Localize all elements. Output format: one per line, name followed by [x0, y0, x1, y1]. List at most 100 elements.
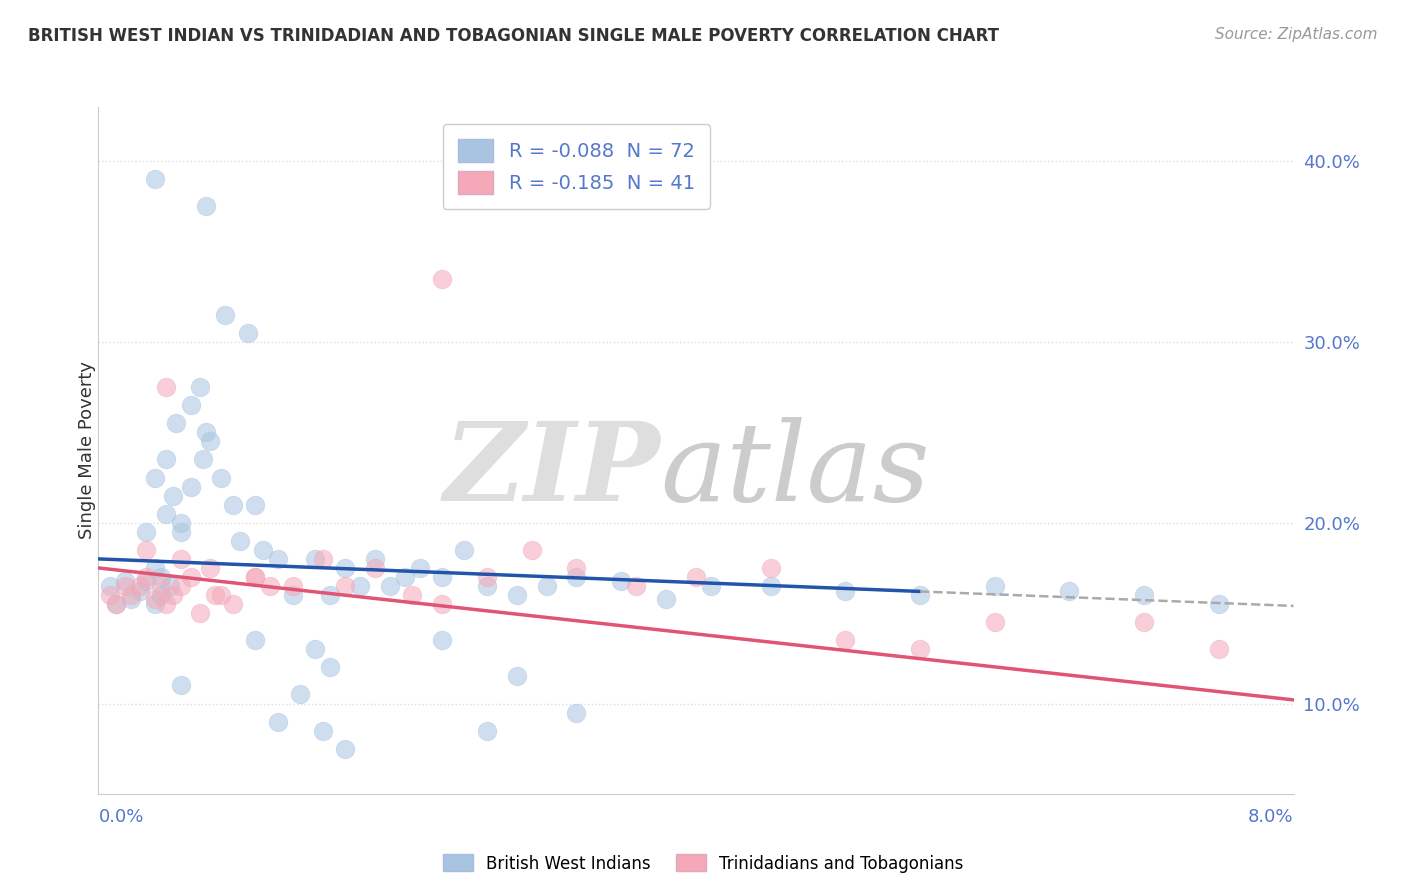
- Point: [333, 579, 356, 593]
- Point: [143, 597, 166, 611]
- Legend: R = -0.088  N = 72, R = -0.185  N = 41: R = -0.088 N = 72, R = -0.185 N = 41: [443, 124, 710, 210]
- Point: [984, 579, 1007, 593]
- Point: [135, 542, 157, 557]
- Point: [565, 561, 588, 575]
- Point: [378, 579, 401, 593]
- Point: [214, 308, 236, 322]
- Point: [475, 570, 498, 584]
- Point: [1133, 615, 1156, 630]
- Point: [155, 507, 177, 521]
- Point: [162, 489, 184, 503]
- Point: [155, 452, 177, 467]
- Point: [475, 723, 498, 738]
- Point: [364, 561, 387, 575]
- Point: [401, 588, 423, 602]
- Point: [155, 597, 177, 611]
- Point: [430, 271, 453, 285]
- Point: [155, 380, 177, 394]
- Point: [222, 498, 245, 512]
- Point: [195, 199, 218, 213]
- Text: atlas: atlas: [661, 417, 929, 524]
- Point: [135, 570, 157, 584]
- Point: [98, 579, 122, 593]
- Point: [150, 579, 173, 593]
- Point: [245, 570, 267, 584]
- Point: [288, 688, 311, 702]
- Point: [222, 597, 245, 611]
- Point: [281, 579, 304, 593]
- Point: [1059, 584, 1081, 599]
- Point: [162, 588, 184, 602]
- Point: [565, 570, 588, 584]
- Point: [430, 633, 453, 648]
- Point: [169, 524, 191, 539]
- Point: [150, 588, 173, 602]
- Point: [191, 452, 214, 467]
- Point: [200, 434, 222, 449]
- Point: [180, 480, 202, 494]
- Point: [165, 417, 187, 431]
- Point: [143, 561, 166, 575]
- Point: [120, 591, 142, 606]
- Text: 8.0%: 8.0%: [1249, 807, 1294, 826]
- Point: [506, 588, 529, 602]
- Point: [834, 584, 856, 599]
- Text: Source: ZipAtlas.com: Source: ZipAtlas.com: [1215, 27, 1378, 42]
- Point: [159, 579, 181, 593]
- Point: [267, 714, 290, 729]
- Point: [506, 669, 529, 683]
- Point: [408, 561, 430, 575]
- Point: [229, 533, 252, 548]
- Point: [304, 642, 326, 657]
- Point: [430, 597, 453, 611]
- Point: [169, 552, 191, 566]
- Point: [908, 642, 931, 657]
- Point: [655, 591, 678, 606]
- Point: [180, 570, 202, 584]
- Point: [281, 588, 304, 602]
- Point: [135, 574, 157, 588]
- Point: [1133, 588, 1156, 602]
- Point: [267, 552, 290, 566]
- Point: [700, 579, 723, 593]
- Text: BRITISH WEST INDIAN VS TRINIDADIAN AND TOBAGONIAN SINGLE MALE POVERTY CORRELATIO: BRITISH WEST INDIAN VS TRINIDADIAN AND T…: [28, 27, 1000, 45]
- Point: [319, 660, 342, 674]
- Point: [333, 561, 356, 575]
- Point: [349, 579, 371, 593]
- Point: [311, 552, 333, 566]
- Point: [759, 579, 782, 593]
- Point: [143, 470, 166, 484]
- Point: [626, 579, 648, 593]
- Point: [364, 552, 387, 566]
- Point: [180, 398, 202, 412]
- Point: [536, 579, 558, 593]
- Point: [169, 579, 191, 593]
- Point: [685, 570, 707, 584]
- Point: [169, 678, 191, 692]
- Point: [475, 579, 498, 593]
- Point: [245, 633, 267, 648]
- Point: [195, 425, 218, 440]
- Point: [98, 588, 122, 602]
- Point: [259, 579, 281, 593]
- Point: [394, 570, 416, 584]
- Text: 0.0%: 0.0%: [98, 807, 143, 826]
- Point: [311, 723, 333, 738]
- Point: [135, 524, 157, 539]
- Point: [245, 570, 267, 584]
- Point: [143, 172, 166, 186]
- Point: [304, 552, 326, 566]
- Point: [520, 542, 543, 557]
- Point: [430, 570, 453, 584]
- Point: [209, 470, 232, 484]
- Point: [834, 633, 856, 648]
- Point: [114, 579, 136, 593]
- Point: [150, 570, 173, 584]
- Point: [759, 561, 782, 575]
- Point: [319, 588, 342, 602]
- Point: [565, 706, 588, 720]
- Point: [453, 542, 475, 557]
- Point: [129, 579, 152, 593]
- Point: [204, 588, 226, 602]
- Point: [333, 741, 356, 756]
